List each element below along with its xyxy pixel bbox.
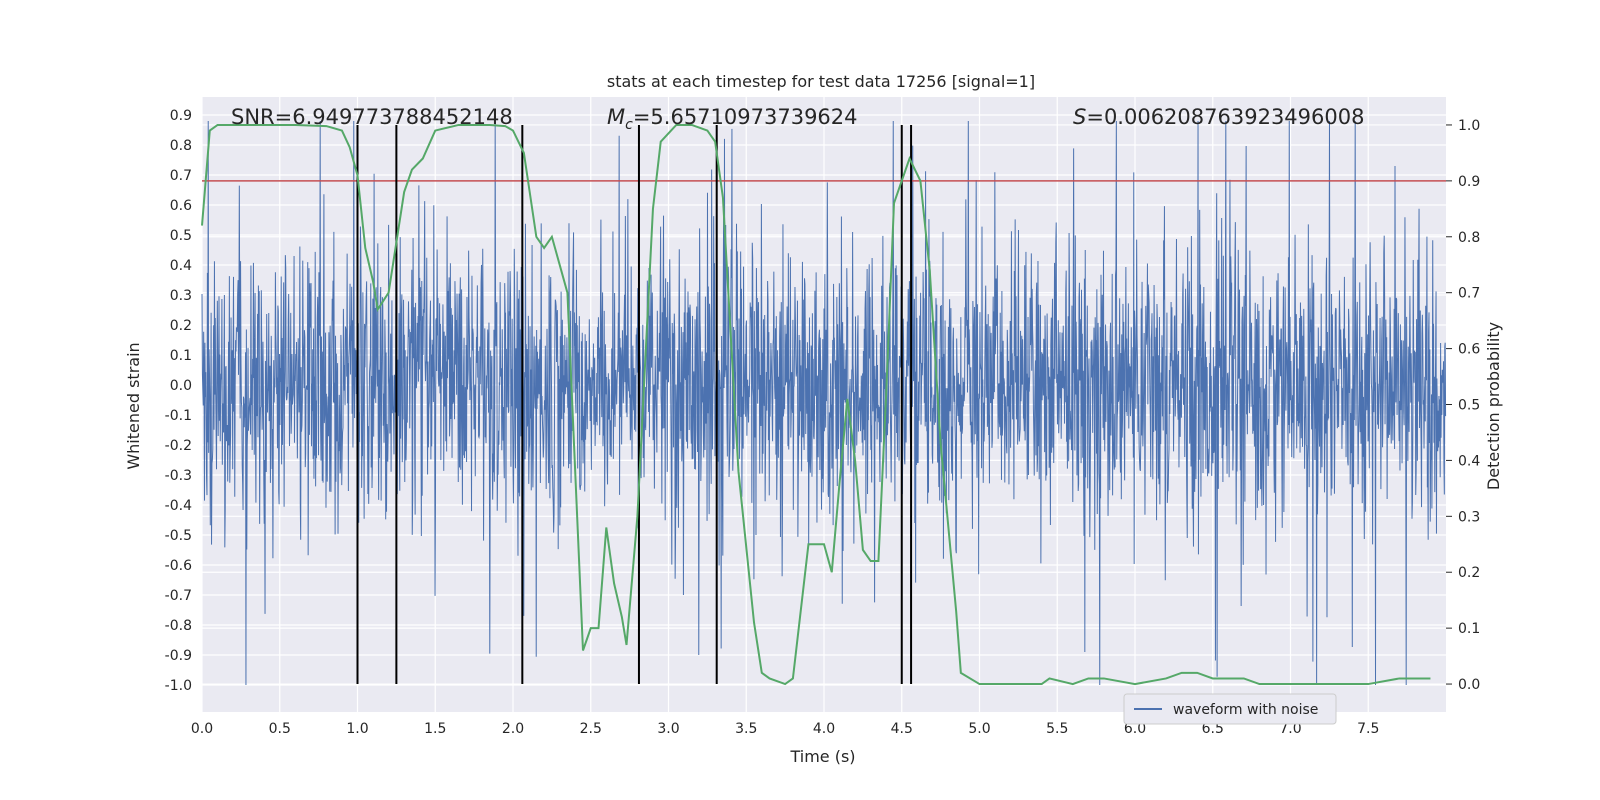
y-tick-label: 0.9 (170, 108, 192, 124)
s-symbol: S (1073, 105, 1086, 129)
x-tick-label: 6.5 (1202, 721, 1224, 737)
x-tick-label: 4.0 (813, 721, 835, 737)
x-tick-label: 0.5 (269, 721, 291, 737)
y-tick-label: -0.9 (165, 648, 192, 664)
legend-label: waveform with noise (1173, 702, 1318, 718)
x-tick-label: 3.5 (735, 721, 757, 737)
x-tick-label: 0.0 (191, 721, 213, 737)
chirp-mass-symbol: M (607, 105, 625, 129)
x-tick-label: 3.0 (657, 721, 679, 737)
y-tick-label: -0.7 (165, 588, 192, 604)
y2-tick-label: 0.0 (1458, 677, 1480, 693)
y2-tick-label: 0.1 (1458, 621, 1480, 637)
y-tick-label: -0.6 (165, 558, 192, 574)
y-tick-label: 0.1 (170, 348, 192, 364)
tick-layer: 0.0 0.5 1.0 1.5 2.0 2.5 3.0 3.5 4.0 4.5 5.0 5.5 6.0 6… (165, 108, 1481, 737)
x-tick-label: 5.0 (968, 721, 990, 737)
y-tick-label: 0.7 (170, 168, 192, 184)
x-tick-label: 7.0 (1279, 721, 1301, 737)
x-tick-label: 1.0 (346, 721, 368, 737)
x-tick-label: 2.0 (502, 721, 524, 737)
legend: waveform with noise (1123, 693, 1337, 725)
y2-tick-label: 0.4 (1458, 453, 1480, 469)
y-tick-label: 0.2 (170, 318, 192, 334)
y-tick-label: -0.8 (165, 618, 192, 634)
probability-layer (201, 123, 1431, 686)
y-tick-label: -0.2 (165, 438, 192, 454)
y-tick-label: 0.0 (170, 378, 192, 394)
x-tick-label: 2.5 (580, 721, 602, 737)
y-tick-label: 0.3 (170, 288, 192, 304)
snr-s-annotation: S=0.006208763923496008 (1073, 105, 1364, 129)
event-marker-layer (356, 124, 913, 685)
y-tick-label: -0.4 (165, 498, 192, 514)
x-tick-label: 1.5 (424, 721, 446, 737)
y2-tick-label: 0.6 (1458, 342, 1480, 358)
s-value: =0.006208763923496008 (1086, 105, 1364, 129)
y-tick-label: 0.8 (170, 138, 192, 154)
y-tick-label: -1.0 (165, 678, 192, 694)
waveform-layer (201, 120, 1447, 686)
y-axis-label: Whitened strain (124, 342, 143, 469)
y-tick-label: 0.5 (170, 228, 192, 244)
snr-annotation: SNR=6.949773788452148 (231, 105, 513, 129)
x-tick-label: 6.0 (1124, 721, 1146, 737)
y2-tick-label: 1.0 (1458, 118, 1480, 134)
x-axis-label: Time (s) (789, 747, 855, 766)
y-tick-label: -0.3 (165, 468, 192, 484)
y2-tick-label: 0.3 (1458, 509, 1480, 525)
y-tick-label: 0.6 (170, 198, 192, 214)
chart-title: stats at each timestep for test data 172… (607, 72, 1035, 91)
y2-tick-label: 0.5 (1458, 398, 1480, 414)
y-tick-label: 0.4 (170, 258, 192, 274)
y-tick-label: -0.1 (165, 408, 192, 424)
y2-tick-label: 0.7 (1458, 286, 1480, 302)
y2-tick-label: 0.2 (1458, 565, 1480, 581)
y2-tick-label: 0.9 (1458, 174, 1480, 190)
x-tick-label: 5.5 (1046, 721, 1068, 737)
chirp-mass-subscript: c (625, 117, 633, 133)
y2-axis-label: Detection probability (1484, 322, 1503, 490)
y-tick-label: -0.5 (165, 528, 192, 544)
detection-probability-line (201, 123, 1431, 686)
y2-tick-label: 0.8 (1458, 230, 1480, 246)
waveform-line (201, 120, 1447, 686)
legend-box (1123, 693, 1337, 725)
x-tick-label: 7.5 (1357, 721, 1379, 737)
chirp-mass-value: =5.65710973739624 (633, 105, 858, 129)
x-tick-label: 4.5 (891, 721, 913, 737)
chirp-mass-annotation: Mc=5.65710973739624 (607, 105, 858, 133)
